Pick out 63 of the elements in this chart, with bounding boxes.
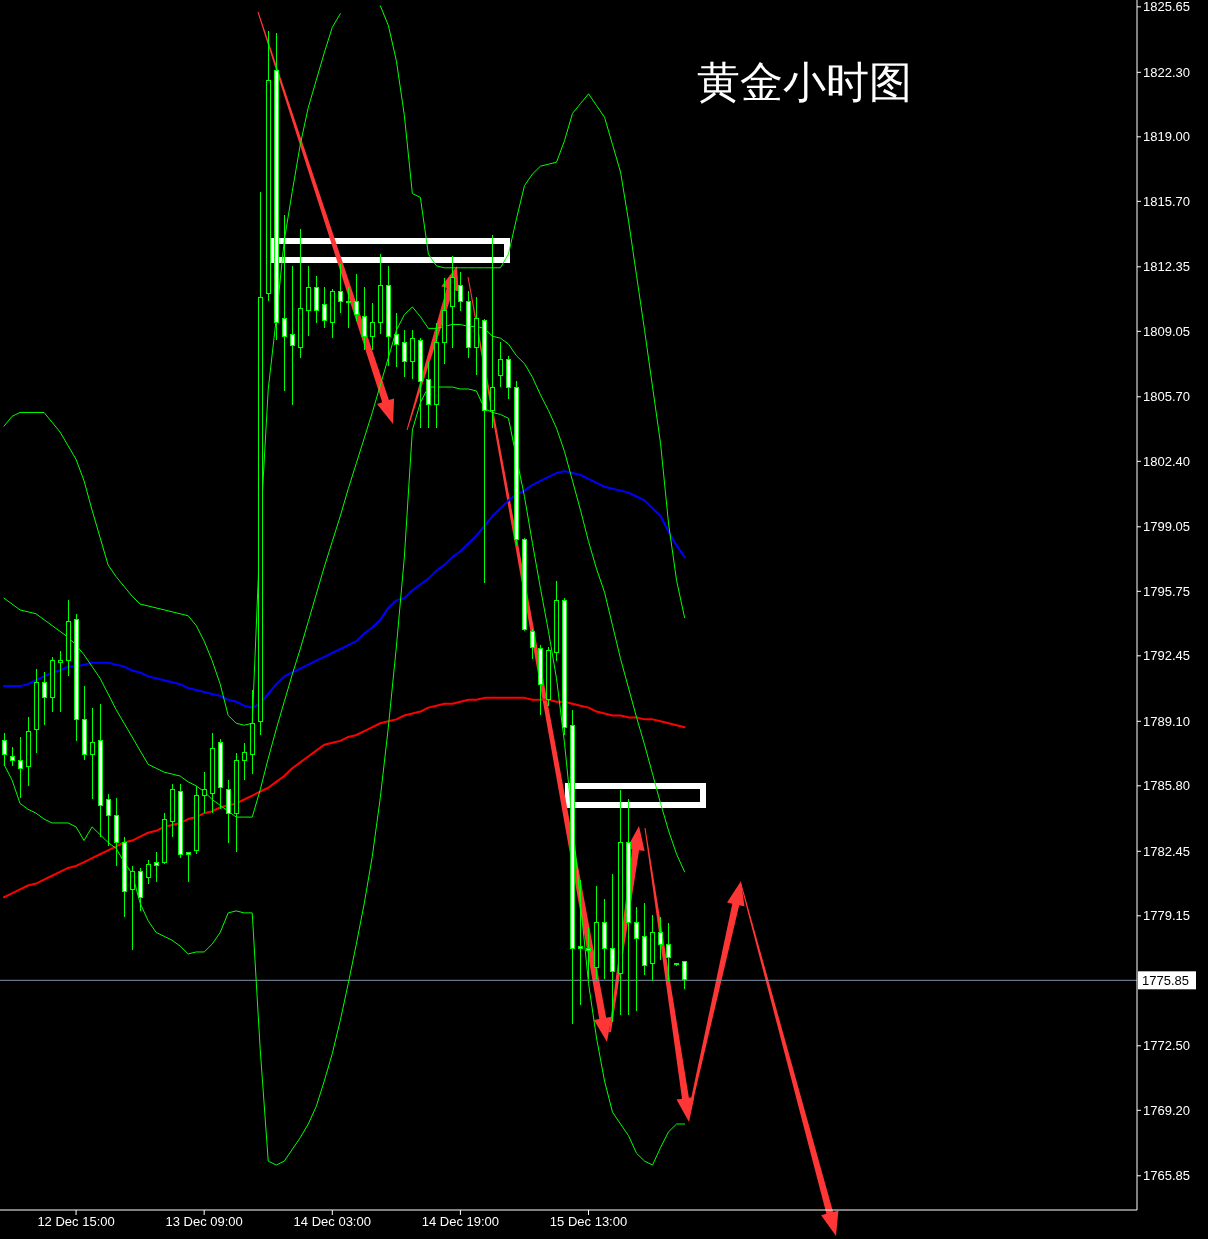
candlestick [586,926,591,980]
candlestick [346,286,351,329]
x-tick-label: 14 Dec 03:00 [293,1214,371,1230]
candlestick [362,286,367,351]
candlestick [282,214,287,392]
x-tick-label: 15 Dec 13:00 [549,1214,628,1230]
y-tick-label: 1805.70 [1143,389,1190,405]
candlestick [458,271,463,312]
candlestick [242,742,247,781]
x-tick-label: 13 Dec 09:00 [165,1214,243,1230]
y-tick-label: 1792.45 [1143,648,1190,664]
candlestick [202,771,207,814]
y-tick-label: 1825.65 [1143,0,1190,15]
y-tick-label: 1765.85 [1143,1168,1190,1184]
candlestick [42,671,47,726]
candlestick [290,265,295,406]
y-tick-label: 1772.50 [1143,1038,1190,1054]
text: 黄金小时图 [697,57,912,107]
candlestick [402,329,407,378]
candlestick [10,746,15,767]
candlestick [682,961,687,990]
y-tick-label: 1815.70 [1143,193,1190,209]
candlestick [338,263,343,314]
y-tick-label: 1779.15 [1143,908,1190,924]
candlestick [394,312,399,368]
y-tick-label: 1802.40 [1143,453,1190,469]
y-tick-label: 1769.20 [1143,1102,1190,1118]
candlestick [322,286,327,329]
y-tick-label: 1812.35 [1143,259,1190,275]
candlestick [578,879,583,1006]
candlestick [634,906,639,1012]
candlestick [18,736,23,799]
candlestick [90,707,95,800]
y-tick-label: 1789.10 [1143,713,1190,729]
y-tick-label: 1785.80 [1143,778,1190,794]
candlestick [130,865,135,951]
candlestick [530,628,535,660]
y-tick-label: 1819.00 [1143,129,1190,145]
candlestick [498,341,503,388]
y-tick-label: 1795.75 [1143,583,1190,599]
candlestick [58,650,63,713]
x-tick-label: 14 Dec 19:00 [421,1214,500,1230]
candlestick [154,851,159,883]
candlestick [354,273,359,322]
line-series [3,696,686,899]
candlestick [106,793,111,847]
line-series [3,470,686,709]
candlestick [410,329,415,380]
candlestick [306,265,311,337]
ref-line-label: 1775.85 [1142,972,1189,988]
y-tick-label: 1822.30 [1143,64,1190,80]
candlestick [666,922,671,982]
candlestick [186,851,191,883]
x-tick-label: 12 Dec 15:00 [37,1214,115,1230]
candlestick [370,302,375,351]
candlestick [146,859,151,885]
candlestick [314,275,319,324]
candlestick [610,873,615,1023]
y-tick-label: 1782.45 [1143,843,1190,859]
y-tick-label: 1809.05 [1143,323,1190,339]
y-tick-label: 1799.05 [1143,519,1190,535]
candlestick [226,779,231,843]
candlestick [658,916,663,961]
